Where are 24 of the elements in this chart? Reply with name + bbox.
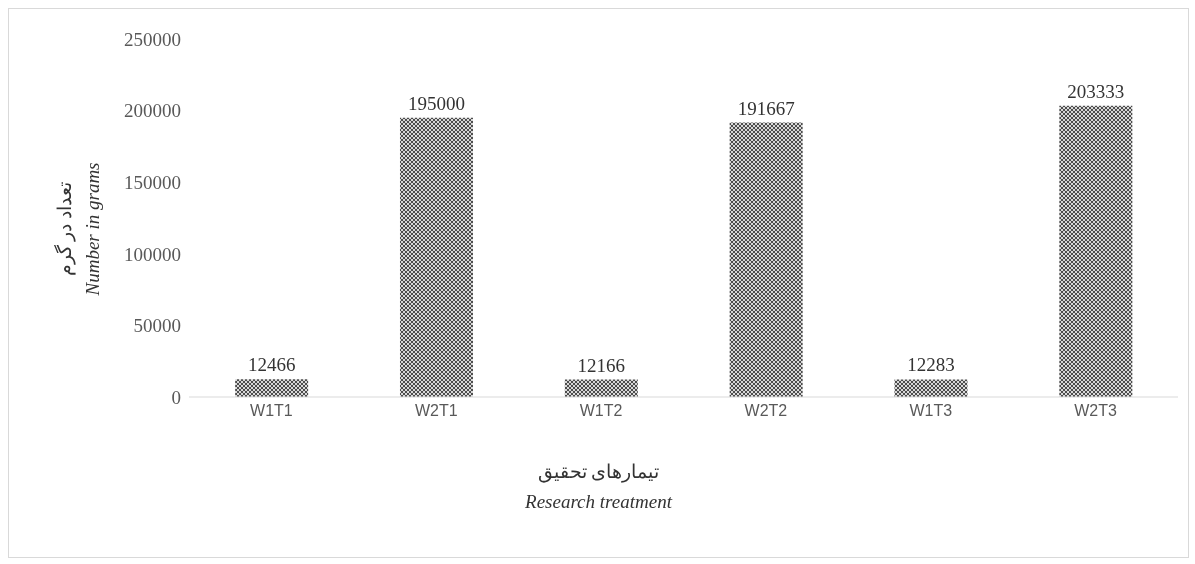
- bar: [564, 379, 638, 397]
- bar: [729, 122, 803, 397]
- y-tick-label: 200000: [124, 100, 181, 122]
- y-tick-label: 250000: [124, 28, 181, 50]
- y-tick-label: 150000: [124, 171, 181, 193]
- x-tick-label: W2T2: [744, 402, 788, 420]
- data-label: 12166: [577, 354, 626, 376]
- data-label: 203333: [1067, 80, 1125, 102]
- bar: [894, 379, 968, 397]
- data-label: 12466: [247, 354, 296, 376]
- data-label: 195000: [407, 92, 465, 114]
- bar: [399, 117, 473, 397]
- y-tick-label: 0: [171, 386, 181, 408]
- x-tick-label: W2T3: [1074, 402, 1118, 420]
- data-label: 12283: [907, 354, 955, 376]
- x-tick-label: W1T1: [250, 402, 293, 420]
- x-tick-label: W1T3: [909, 402, 953, 420]
- x-tick-label: W2T1: [414, 402, 458, 420]
- x-tick-label: W1T2: [579, 402, 623, 420]
- bar: [235, 379, 309, 397]
- y-tick-label: 100000: [124, 243, 181, 265]
- y-tick-label: 50000: [133, 315, 181, 337]
- data-label: 191667: [737, 97, 795, 119]
- bar: [1059, 105, 1133, 397]
